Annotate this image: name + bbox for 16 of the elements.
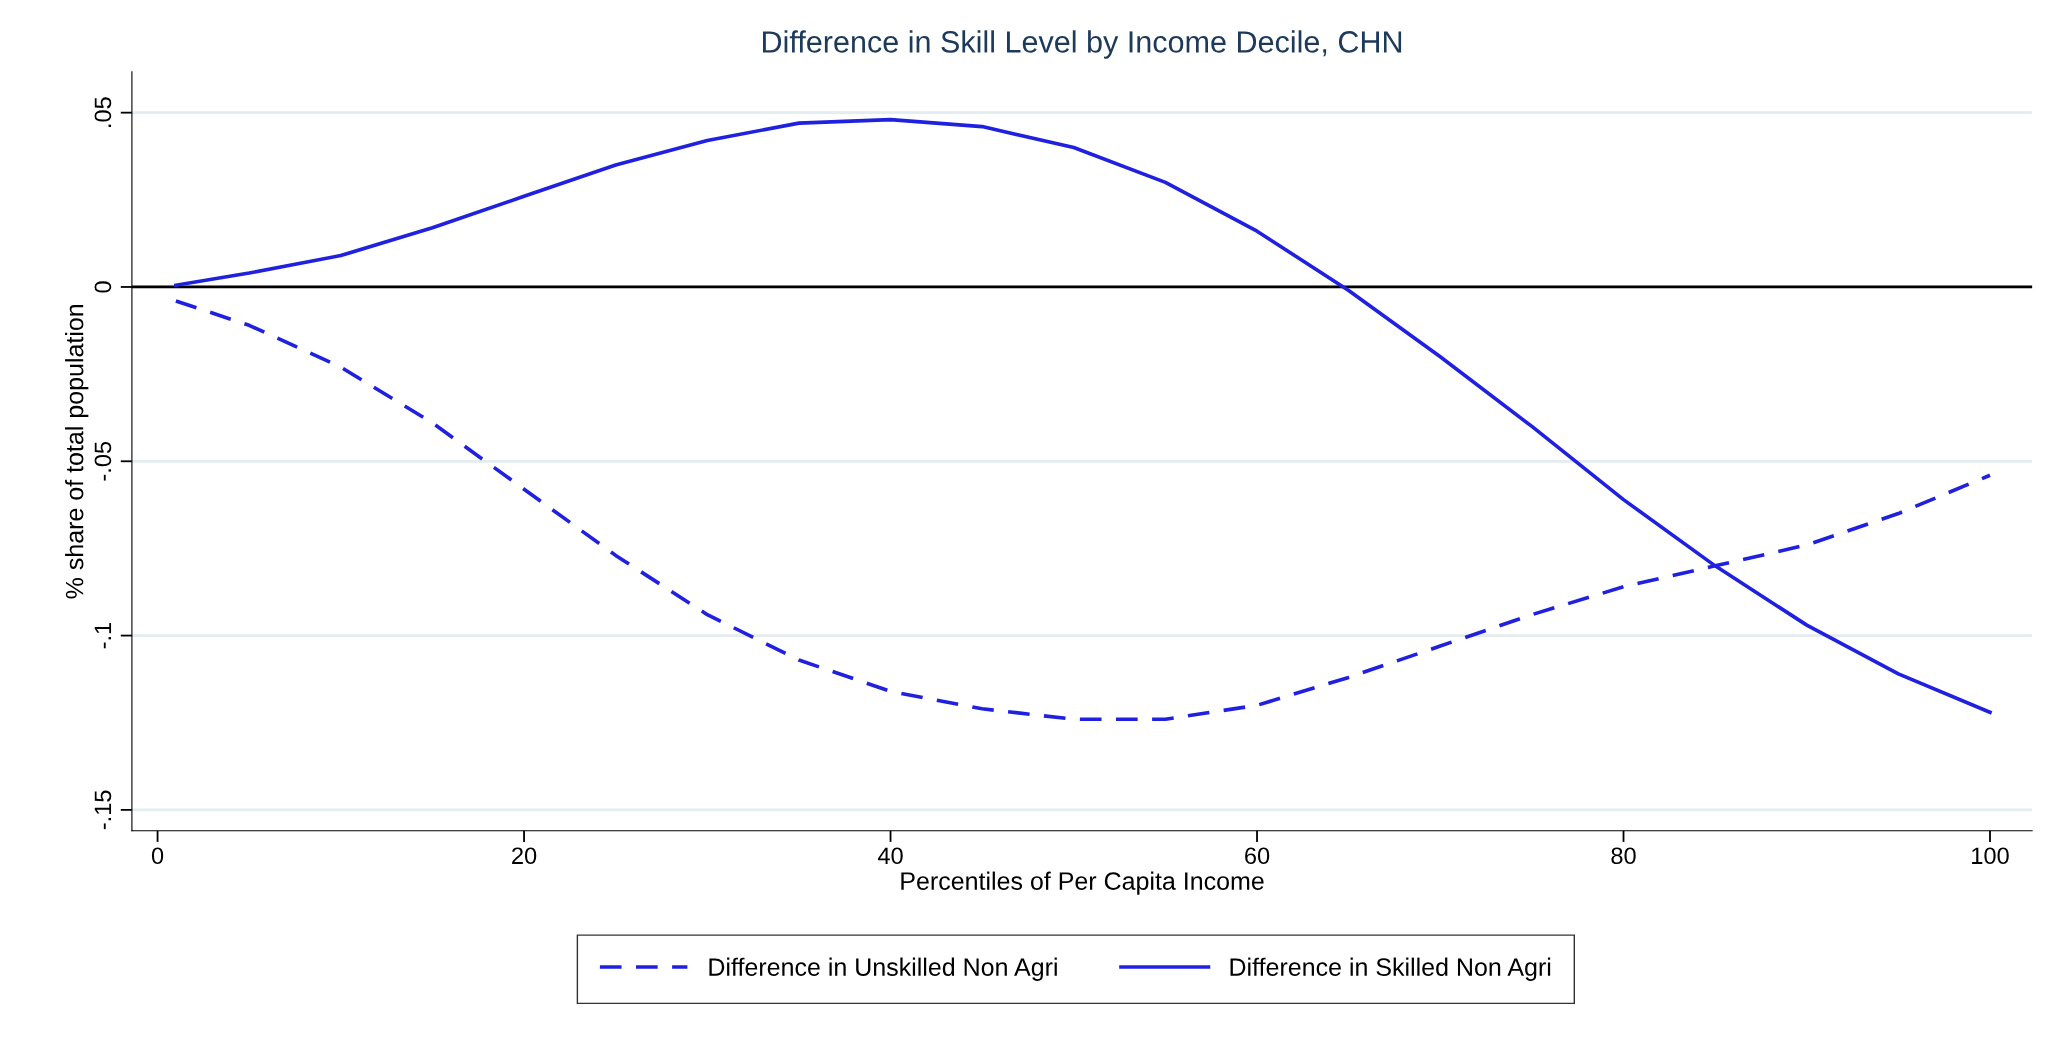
x-tick-label: 0 xyxy=(151,847,164,865)
y-tick-label: -.1 xyxy=(94,622,112,649)
x-tick-label: 60 xyxy=(1245,847,1270,865)
legend-label: Difference in Unskilled Non Agri xyxy=(709,957,1057,981)
y-tick-label: -.05 xyxy=(94,441,112,481)
y-tick-label: -.15 xyxy=(94,790,112,830)
x-tick-label: 40 xyxy=(877,847,903,865)
y-tick-label: .05 xyxy=(94,97,112,127)
x-tick-label: 80 xyxy=(1611,847,1636,865)
chart-title: Difference in Skill Level by Income Decile, CHN xyxy=(763,30,1402,59)
x-tick-label: 20 xyxy=(512,847,537,865)
legend-label: Difference in Skilled Non Agri xyxy=(1230,957,1551,981)
x-tick-label: 100 xyxy=(1972,847,2009,865)
y-axis-title: % share of total population xyxy=(65,304,89,599)
x-axis-title: Percentiles of Per Capita Income xyxy=(901,871,1264,895)
y-tick-label: 0 xyxy=(94,281,112,293)
